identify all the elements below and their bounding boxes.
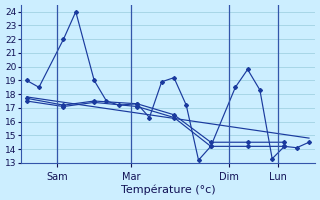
X-axis label: Température (°c): Température (°c) [121, 185, 215, 195]
